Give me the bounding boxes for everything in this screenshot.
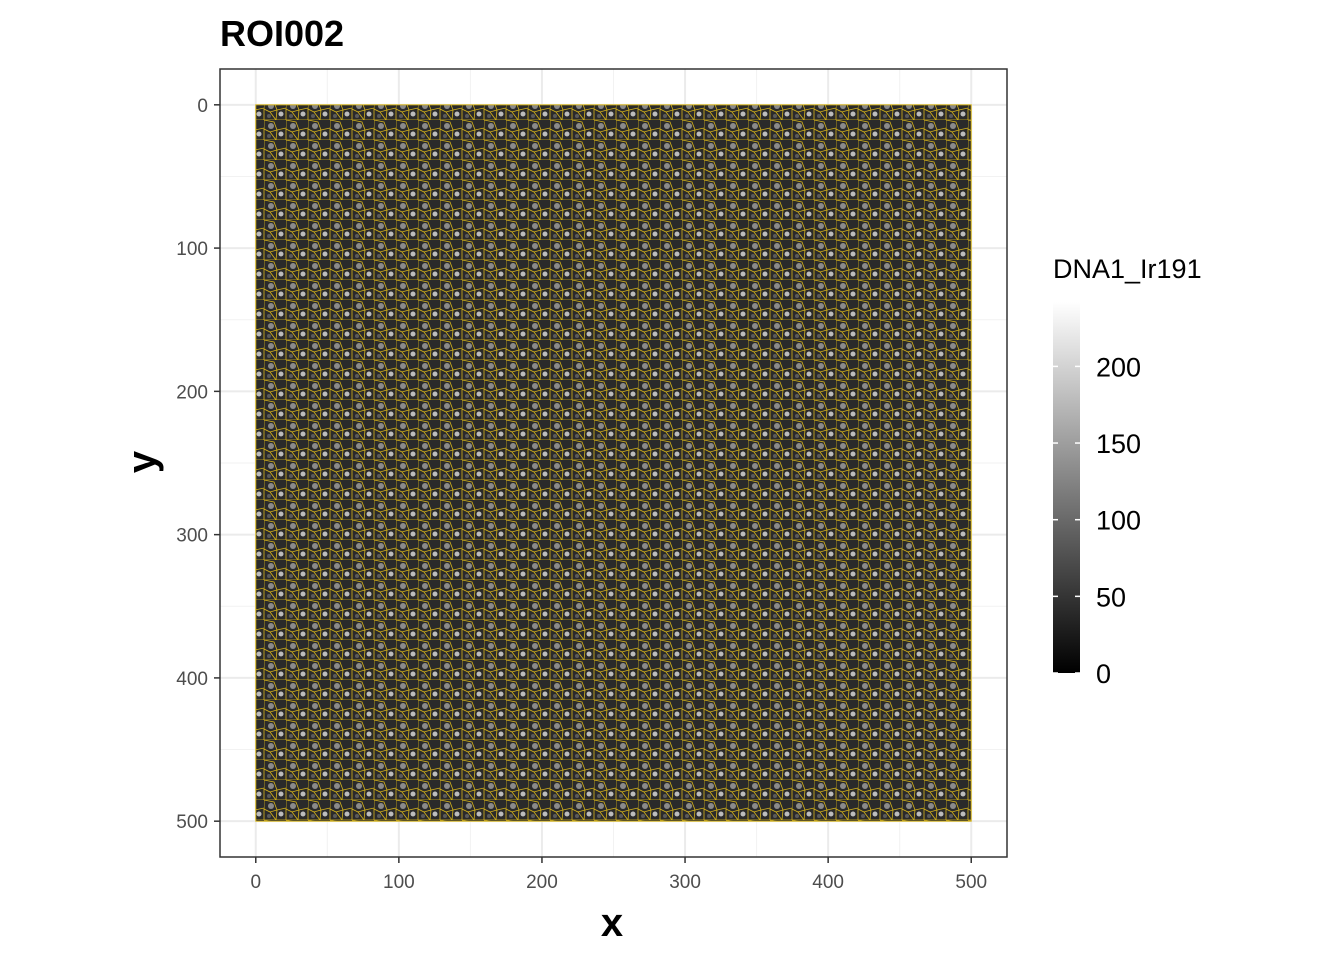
colorbar-tick-label: 0 [1096,659,1111,689]
x-tick-label: 0 [250,872,261,893]
colorbar-tick-label: 150 [1096,429,1141,459]
x-tick-label: 400 [812,872,844,893]
x-tick-label: 100 [383,872,415,893]
colorbar-tick-label: 100 [1096,506,1141,536]
y-tick-label: 200 [176,382,208,403]
x-tick-label: 500 [955,872,987,893]
x-axis-label: x [601,901,623,945]
panel-border [219,68,1008,858]
image [255,104,972,822]
x-tick-label: 200 [526,872,558,893]
chart-title: ROI002 [220,13,344,54]
y-axis-label: y [120,450,164,473]
colorbar-tick-label: 200 [1096,352,1141,382]
colorbar-tick-label: 50 [1096,582,1126,612]
y-tick-label: 500 [176,812,208,833]
y-tick-label: 0 [197,96,208,117]
y-tick-label: 400 [176,669,208,690]
y-tick-label: 300 [176,526,208,547]
colorbar-title: DNA1_Ir191 [1053,254,1202,284]
x-tick-label: 300 [669,872,701,893]
y-tick-label: 100 [176,239,208,260]
colorbar [1053,302,1080,673]
